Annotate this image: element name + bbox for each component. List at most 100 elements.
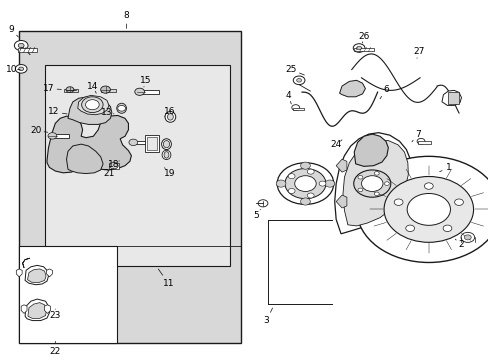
Circle shape bbox=[66, 87, 74, 93]
Polygon shape bbox=[25, 299, 49, 320]
Bar bbox=[50, 134, 69, 138]
Text: 26: 26 bbox=[358, 32, 369, 41]
Text: 9: 9 bbox=[8, 25, 14, 34]
Text: 18: 18 bbox=[108, 161, 120, 170]
Polygon shape bbox=[47, 116, 131, 173]
Text: 3: 3 bbox=[263, 316, 269, 325]
Circle shape bbox=[424, 183, 432, 189]
Circle shape bbox=[276, 180, 285, 187]
Bar bbox=[131, 140, 150, 144]
Circle shape bbox=[277, 163, 333, 204]
Ellipse shape bbox=[163, 140, 169, 148]
Circle shape bbox=[296, 78, 301, 82]
Text: 7: 7 bbox=[414, 130, 420, 139]
Text: 6: 6 bbox=[382, 85, 388, 94]
Text: 2: 2 bbox=[458, 240, 463, 249]
Polygon shape bbox=[27, 269, 46, 283]
Text: 24: 24 bbox=[330, 140, 341, 149]
Text: 21: 21 bbox=[103, 169, 114, 178]
Circle shape bbox=[285, 168, 325, 199]
Circle shape bbox=[374, 172, 378, 175]
Polygon shape bbox=[68, 97, 112, 125]
Text: 5: 5 bbox=[253, 211, 259, 220]
Circle shape bbox=[393, 199, 402, 206]
Text: 25: 25 bbox=[285, 65, 296, 74]
Ellipse shape bbox=[162, 150, 170, 159]
Circle shape bbox=[416, 138, 424, 144]
Polygon shape bbox=[335, 195, 346, 208]
Text: 12: 12 bbox=[47, 107, 59, 116]
Polygon shape bbox=[78, 95, 109, 115]
Ellipse shape bbox=[117, 103, 126, 113]
Circle shape bbox=[135, 88, 144, 95]
Text: 10: 10 bbox=[6, 65, 17, 74]
Ellipse shape bbox=[164, 112, 175, 122]
Bar bbox=[44, 65, 229, 266]
Bar bbox=[417, 141, 430, 144]
Circle shape bbox=[306, 169, 313, 174]
Text: 15: 15 bbox=[140, 76, 151, 85]
Bar bbox=[18, 48, 37, 51]
Bar bbox=[353, 48, 373, 51]
Text: 4: 4 bbox=[285, 91, 290, 100]
Circle shape bbox=[356, 156, 488, 262]
Circle shape bbox=[374, 192, 378, 195]
Text: 8: 8 bbox=[123, 10, 129, 19]
Bar bbox=[293, 108, 304, 110]
Text: 19: 19 bbox=[164, 169, 175, 178]
Text: 20: 20 bbox=[30, 126, 41, 135]
Circle shape bbox=[81, 97, 103, 113]
Bar bbox=[109, 163, 119, 168]
Polygon shape bbox=[353, 134, 387, 166]
Circle shape bbox=[353, 170, 390, 197]
Circle shape bbox=[464, 235, 470, 240]
Text: 17: 17 bbox=[42, 84, 54, 93]
Circle shape bbox=[101, 86, 110, 93]
Circle shape bbox=[384, 182, 388, 185]
Text: 1: 1 bbox=[446, 163, 451, 172]
Circle shape bbox=[300, 198, 310, 205]
Polygon shape bbox=[22, 258, 30, 268]
Circle shape bbox=[357, 188, 362, 192]
Ellipse shape bbox=[163, 152, 168, 158]
Ellipse shape bbox=[167, 114, 173, 120]
Circle shape bbox=[287, 188, 294, 193]
Bar bbox=[19, 246, 117, 343]
Circle shape bbox=[287, 174, 294, 179]
Bar bbox=[144, 135, 159, 152]
Circle shape bbox=[352, 44, 364, 52]
Bar bbox=[147, 136, 157, 150]
Circle shape bbox=[258, 200, 267, 207]
Circle shape bbox=[460, 232, 474, 242]
Circle shape bbox=[15, 64, 27, 73]
Circle shape bbox=[325, 180, 334, 187]
Circle shape bbox=[85, 100, 99, 110]
Circle shape bbox=[383, 176, 472, 242]
Circle shape bbox=[129, 139, 138, 145]
Polygon shape bbox=[335, 159, 346, 172]
Circle shape bbox=[294, 176, 316, 192]
Text: 22: 22 bbox=[50, 347, 61, 356]
Text: 16: 16 bbox=[164, 107, 175, 116]
Circle shape bbox=[356, 46, 361, 50]
Circle shape bbox=[14, 41, 28, 50]
Circle shape bbox=[319, 181, 325, 186]
Polygon shape bbox=[44, 305, 50, 314]
Polygon shape bbox=[16, 269, 22, 277]
Ellipse shape bbox=[161, 139, 171, 149]
Circle shape bbox=[361, 176, 382, 192]
Bar bbox=[101, 89, 116, 92]
Bar bbox=[19, 31, 241, 343]
Circle shape bbox=[442, 225, 451, 231]
Circle shape bbox=[291, 105, 299, 111]
Circle shape bbox=[357, 175, 362, 179]
Circle shape bbox=[405, 225, 414, 231]
Polygon shape bbox=[441, 90, 461, 105]
Circle shape bbox=[293, 76, 305, 85]
Bar bbox=[447, 93, 458, 104]
Polygon shape bbox=[342, 140, 407, 226]
Polygon shape bbox=[66, 144, 103, 174]
Text: 13: 13 bbox=[101, 108, 113, 117]
Bar bbox=[64, 89, 78, 92]
Polygon shape bbox=[28, 303, 46, 319]
